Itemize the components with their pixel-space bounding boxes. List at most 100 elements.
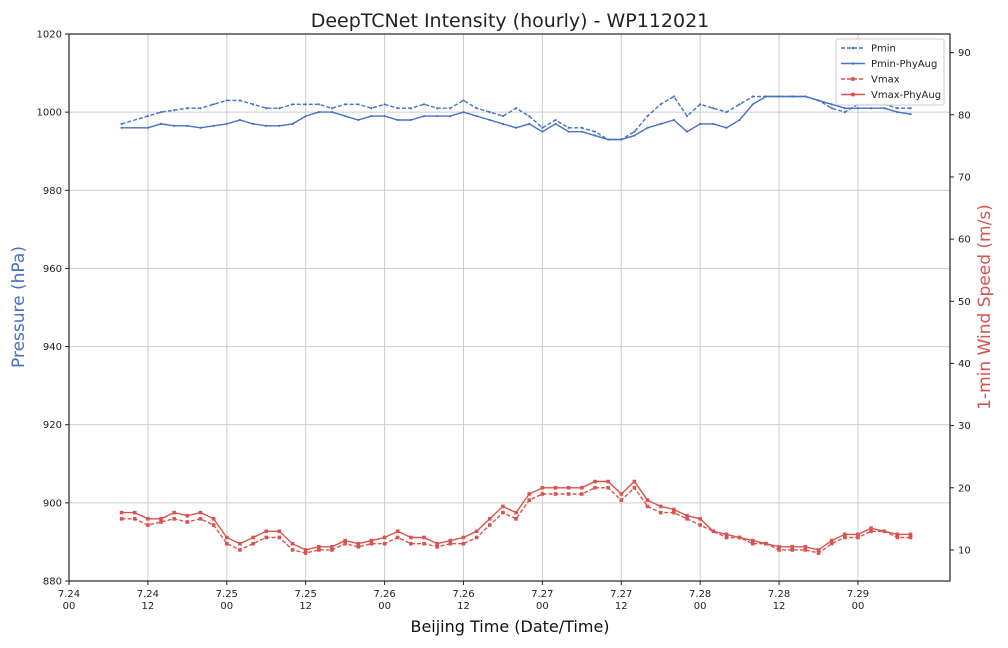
series-3-point-35 — [580, 485, 584, 490]
series-2-point-12 — [277, 535, 282, 540]
series-0-point-39 — [646, 114, 649, 118]
y-right-tick-label-0: 10 — [958, 545, 971, 556]
series-3-point-56 — [856, 532, 860, 537]
series-0-point-10 — [265, 107, 268, 110]
grid — [68, 33, 950, 582]
series-1-point-24 — [449, 114, 452, 118]
series-1-point-0 — [120, 126, 123, 129]
series-0-point-7 — [225, 99, 228, 102]
series-3-point-52 — [803, 545, 808, 549]
series-2-point-57 — [869, 529, 873, 534]
series-3-point-33 — [553, 485, 558, 490]
y-left-tick-label-6: 1000 — [37, 108, 62, 119]
series-3-point-57 — [869, 526, 873, 530]
series-2-point-54 — [829, 541, 834, 546]
series-0-point-58 — [896, 107, 899, 110]
x-tick-sublabel-3: 12 — [299, 601, 312, 612]
series-0-point-28 — [501, 114, 505, 118]
series-1-point-18 — [370, 114, 373, 118]
series-0-point-25 — [462, 99, 465, 102]
legend-label-0: Pmin — [871, 44, 896, 55]
y-right-tick-label-2: 30 — [958, 421, 971, 432]
series-2-point-39 — [632, 485, 637, 490]
series-1-point-2 — [159, 122, 163, 125]
series-1-point-58 — [896, 111, 899, 114]
series-1-point-20 — [396, 118, 399, 122]
series-1-point-30 — [528, 122, 531, 125]
series-2-point-21 — [395, 535, 400, 540]
series-0-point-46 — [738, 103, 741, 106]
series-0-point-40 — [659, 103, 662, 106]
series-2-point-28 — [487, 523, 492, 527]
series-0-point-27 — [488, 111, 491, 114]
series-2-point-18 — [356, 545, 361, 549]
series-1-point-12 — [291, 122, 294, 125]
series-2-point-35 — [580, 492, 584, 496]
series-2-point-16 — [330, 548, 334, 552]
y-axis-right: 10 20 30 40 50 60 70 80 90 — [950, 48, 971, 556]
legend-marker-0 — [851, 46, 855, 50]
y-right-tick-label-5: 60 — [958, 235, 971, 246]
x-tick-label-5: 7.26 — [452, 589, 474, 600]
series-0-point-26 — [475, 107, 478, 110]
series-1-point-40 — [659, 122, 662, 125]
series-1-point-5 — [199, 126, 202, 129]
series-0-point-21 — [409, 107, 412, 110]
series-3-point-13 — [290, 541, 295, 546]
series-1-point-15 — [330, 111, 334, 114]
series-2-point-4 — [172, 517, 176, 521]
x-tick-sublabel-10: 00 — [852, 601, 865, 612]
series-1-point-19 — [383, 114, 386, 118]
series-3-point-53 — [816, 548, 821, 552]
series-2-point-41 — [658, 510, 663, 515]
series-2-point-13 — [290, 548, 295, 552]
series-pmin-phyaug — [120, 95, 912, 141]
series-0-point-4 — [186, 107, 189, 110]
series-1-point-44 — [712, 122, 715, 125]
series-3-point-10 — [251, 535, 255, 540]
series-3-point-19 — [369, 538, 374, 543]
series-2-point-50 — [777, 548, 781, 552]
y-left-tick-label-2: 920 — [43, 420, 62, 431]
series-1-point-55 — [856, 107, 860, 110]
series-0-point-23 — [436, 107, 439, 110]
series-3-point-46 — [724, 532, 729, 537]
series-3-point-39 — [632, 479, 637, 484]
series-2-point-24 — [435, 545, 439, 549]
series-0-point-0 — [120, 122, 123, 125]
series-2-point-55 — [843, 535, 847, 540]
series-3-point-50 — [777, 545, 781, 549]
series-1-point-46 — [738, 118, 741, 122]
series-2-point-34 — [566, 492, 571, 496]
series-1-point-21 — [409, 118, 412, 122]
series-3-point-37 — [606, 479, 610, 484]
series-3-point-22 — [409, 535, 413, 540]
series-3-point-2 — [146, 517, 150, 521]
series-2-point-9 — [238, 548, 242, 552]
series-0-point-45 — [725, 111, 728, 114]
series-1-point-13 — [304, 114, 307, 118]
y-right-tick-label-4: 50 — [958, 297, 971, 308]
series-0-point-54 — [843, 111, 846, 114]
series-2-point-31 — [527, 498, 532, 502]
series-3-point-40 — [645, 498, 650, 502]
series-1-point-23 — [436, 114, 439, 118]
series-1-point-54 — [843, 107, 846, 110]
y-left-tick-label-1: 900 — [43, 498, 62, 509]
series-line-3 — [121, 480, 911, 551]
series-2-point-10 — [251, 541, 255, 546]
legend-label-1: Pmin-PhyAug — [871, 59, 937, 70]
series-2-point-25 — [448, 541, 453, 546]
y-right-tick-label-3: 40 — [958, 359, 971, 370]
series-0-point-38 — [633, 130, 636, 133]
series-1-point-32 — [554, 122, 557, 125]
series-3-point-59 — [895, 532, 900, 537]
legend-marker-3 — [851, 92, 855, 97]
legend-marker-1 — [851, 62, 855, 65]
series-1-point-36 — [607, 138, 610, 141]
series-3-point-42 — [672, 507, 676, 512]
series-2-point-14 — [303, 551, 308, 555]
series-2-point-15 — [317, 548, 321, 552]
series-0-point-44 — [712, 107, 715, 110]
series-vmax — [119, 485, 913, 555]
